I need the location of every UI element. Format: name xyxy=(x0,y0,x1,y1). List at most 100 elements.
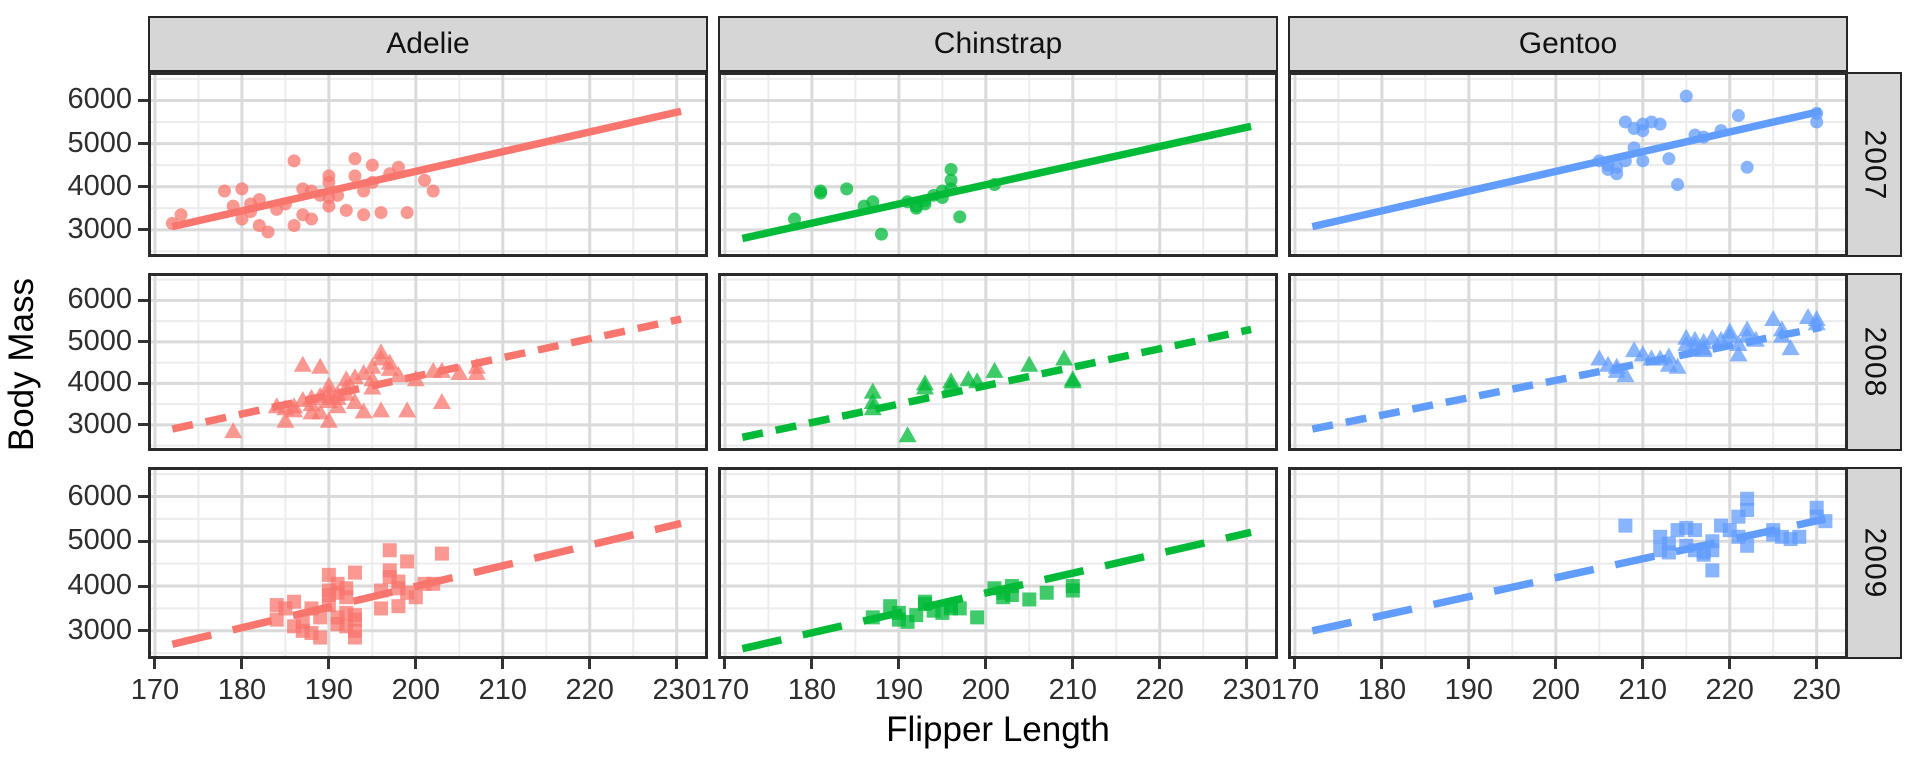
data-point xyxy=(1714,124,1728,138)
x-tick-mark xyxy=(723,659,727,669)
y-tick-label: 3000 xyxy=(67,407,132,440)
facet-strip-chinstrap: Chinstrap xyxy=(718,16,1278,72)
data-point xyxy=(400,554,415,569)
x-tick-label: 230 xyxy=(652,674,701,706)
data-point xyxy=(365,175,379,189)
x-tick-mark xyxy=(675,659,679,669)
x-tick-mark xyxy=(1158,659,1162,669)
data-point xyxy=(224,422,243,439)
y-tick-label: 5000 xyxy=(67,324,132,357)
data-point xyxy=(1590,349,1609,366)
data-point xyxy=(348,169,362,183)
y-tick-mark xyxy=(138,298,148,302)
data-point xyxy=(1065,583,1080,598)
x-tick-mark xyxy=(1728,659,1732,669)
data-point xyxy=(322,175,336,189)
data-point xyxy=(909,608,924,623)
data-point xyxy=(1781,339,1800,356)
data-point xyxy=(1687,523,1702,538)
data-point xyxy=(434,546,449,561)
data-point xyxy=(1818,514,1833,529)
data-point xyxy=(357,184,371,198)
data-point xyxy=(1729,334,1748,351)
data-point xyxy=(295,614,310,629)
facet-strip-label: Gentoo xyxy=(1518,27,1618,60)
data-point xyxy=(165,216,179,230)
panel-border xyxy=(148,72,708,257)
data-point xyxy=(287,594,302,609)
data-point xyxy=(1636,154,1650,168)
trend-line xyxy=(171,107,682,231)
panel-border xyxy=(148,273,708,451)
y-tick-mark xyxy=(138,142,148,146)
data-point xyxy=(944,162,958,176)
data-point xyxy=(235,212,249,226)
data-point xyxy=(814,186,828,200)
x-tick-mark xyxy=(984,659,988,669)
panel-border xyxy=(718,72,1278,257)
data-point xyxy=(1810,115,1824,129)
data-point xyxy=(1705,543,1720,558)
data-point xyxy=(952,601,967,616)
x-tick-label: 220 xyxy=(1135,674,1184,706)
data-point xyxy=(363,378,382,395)
data-point xyxy=(432,361,451,378)
x-tick-mark xyxy=(1554,659,1558,669)
data-point xyxy=(944,182,958,196)
data-point xyxy=(321,598,336,613)
data-point xyxy=(391,160,405,174)
data-point xyxy=(788,212,802,226)
data-point xyxy=(1618,154,1632,168)
data-point xyxy=(426,184,440,198)
data-point xyxy=(1653,117,1667,131)
panel-border xyxy=(1288,273,1848,451)
trend-line xyxy=(1311,323,1822,433)
x-tick-mark xyxy=(327,659,331,669)
data-point xyxy=(174,208,188,222)
data-point xyxy=(389,366,408,383)
panel-border xyxy=(1288,72,1848,257)
x-tick-mark xyxy=(1641,659,1645,669)
x-tick-label: 170 xyxy=(1270,674,1320,706)
y-tick-label: 3000 xyxy=(67,613,132,646)
data-point xyxy=(426,576,441,591)
data-point xyxy=(953,210,967,224)
data-point xyxy=(408,590,423,605)
data-point xyxy=(1720,326,1739,343)
x-tick-label: 190 xyxy=(304,674,354,706)
data-point xyxy=(1022,592,1037,607)
y-tick-mark xyxy=(138,185,148,189)
x-tick-label: 180 xyxy=(1357,674,1407,706)
x-axis-title: Flipper Length xyxy=(886,710,1110,749)
facet-panel-gentoo-2007 xyxy=(1288,72,1848,257)
data-point xyxy=(331,188,345,202)
x-tick-label: 220 xyxy=(565,674,614,706)
data-point xyxy=(406,370,425,387)
data-point xyxy=(311,357,330,374)
data-point xyxy=(252,193,266,207)
x-tick-label: 210 xyxy=(1048,674,1097,706)
data-point xyxy=(1662,152,1676,166)
x-tick-mark xyxy=(1380,659,1384,669)
y-tick-mark xyxy=(138,340,148,344)
y-tick-mark xyxy=(138,98,148,102)
facet-strip-label: Adelie xyxy=(386,27,470,60)
x-tick-label: 200 xyxy=(961,674,1010,706)
data-point xyxy=(863,382,882,399)
data-point xyxy=(1679,89,1693,103)
x-tick-mark xyxy=(501,659,505,669)
data-point xyxy=(1740,160,1754,174)
data-point xyxy=(1618,518,1633,533)
data-point xyxy=(372,401,391,418)
data-point xyxy=(398,401,417,418)
data-point xyxy=(1705,563,1720,578)
data-point xyxy=(1668,357,1687,374)
x-tick-mark xyxy=(1293,659,1297,669)
x-tick-label: 190 xyxy=(874,674,924,706)
facet-strip-label: 2009 xyxy=(1858,527,1891,599)
data-point xyxy=(311,403,330,420)
data-point xyxy=(1746,330,1765,347)
data-point xyxy=(1740,538,1755,553)
data-point xyxy=(319,411,338,428)
